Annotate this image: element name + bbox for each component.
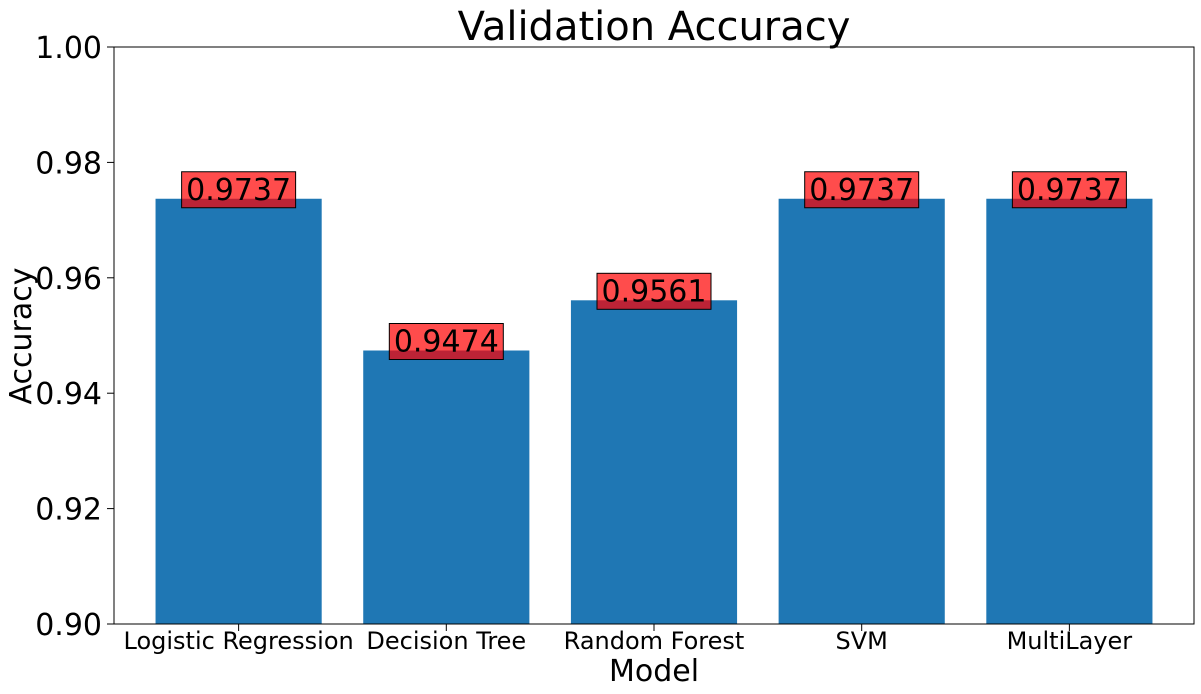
- x-tick-label: Logistic Regression: [124, 627, 354, 655]
- data-label-text: 0.9737: [809, 173, 914, 208]
- data-label: 0.9737: [804, 171, 920, 209]
- y-tick-label: 0.92: [35, 493, 102, 528]
- data-label-box: [181, 171, 297, 209]
- data-label: 0.9561: [596, 272, 712, 310]
- data-label-text: 0.9561: [602, 274, 707, 309]
- y-tick-label: 0.94: [35, 377, 102, 412]
- y-tick-label: 0.96: [35, 262, 102, 297]
- data-label-text: 0.9737: [1017, 173, 1122, 208]
- data-label-box: [804, 171, 920, 209]
- bar: [986, 198, 1153, 624]
- x-tick-label: SVM: [836, 627, 888, 655]
- x-axis-label: Model: [609, 654, 699, 689]
- data-label: 0.9737: [181, 171, 297, 209]
- bar: [778, 198, 945, 624]
- y-tick-label: 0.98: [35, 146, 102, 181]
- data-label: 0.9474: [388, 323, 504, 361]
- y-tick-label: 0.90: [35, 608, 102, 643]
- x-tick-label: MultiLayer: [1007, 627, 1133, 655]
- chart-title: Validation Accuracy: [458, 4, 851, 50]
- y-axis: 0.90 0.92 0.94 0.96 0.98 1.00: [35, 31, 114, 643]
- data-labels-group: 0.9737 0.9474 0.9561 0.9737 0.9737: [181, 171, 1127, 361]
- data-label-box: [596, 272, 712, 310]
- data-label: 0.9737: [1011, 171, 1127, 209]
- data-label-box: [1011, 171, 1127, 209]
- data-label-text: 0.9737: [186, 173, 291, 208]
- x-tick-label: Random Forest: [564, 627, 745, 655]
- data-label-box: [388, 323, 504, 361]
- bars-group: [155, 198, 1153, 624]
- bar: [155, 198, 322, 624]
- y-tick-label: 1.00: [35, 31, 102, 66]
- bar: [363, 350, 530, 624]
- x-axis: Logistic Regression Decision Tree Random F…: [124, 624, 1133, 655]
- x-tick-label: Decision Tree: [366, 627, 526, 655]
- y-axis-label: Accuracy: [4, 268, 39, 405]
- data-label-text: 0.9474: [394, 325, 499, 360]
- bar: [570, 300, 738, 624]
